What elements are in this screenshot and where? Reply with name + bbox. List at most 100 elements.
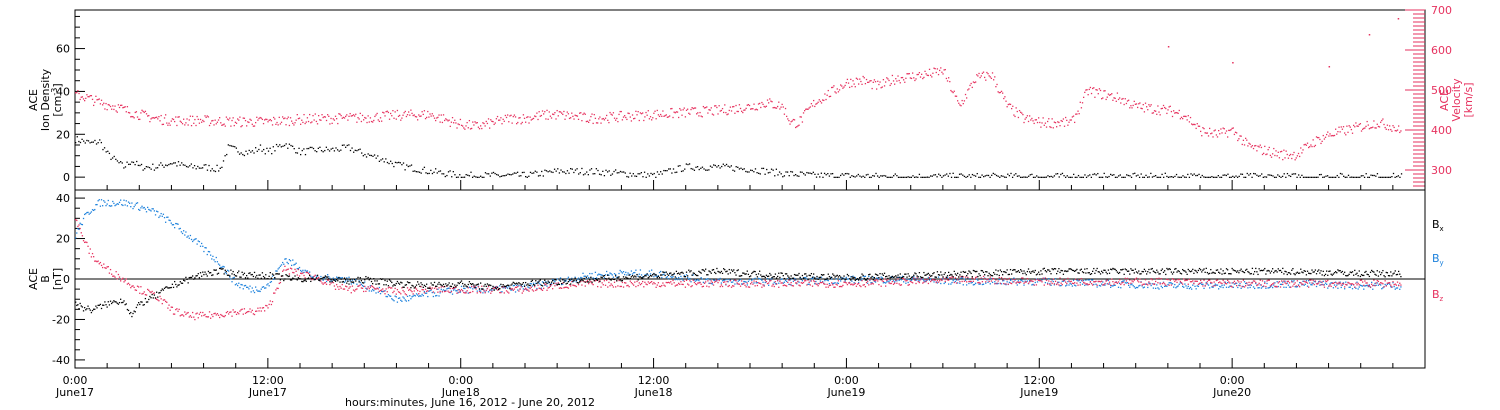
bx-point	[360, 280, 363, 282]
top-y2label-line3: [km/s]	[1462, 82, 1475, 117]
velocity-point	[1174, 112, 1176, 114]
bx-point	[152, 297, 154, 299]
velocity-point	[282, 116, 284, 118]
bx-point	[513, 282, 516, 284]
bz-point	[606, 279, 608, 281]
bx-point	[195, 275, 197, 277]
by-point	[511, 288, 513, 291]
bz-point	[1135, 277, 1138, 279]
velocity-point	[385, 111, 387, 113]
bx-point	[476, 283, 478, 286]
by-point	[268, 285, 270, 287]
bz-point	[1393, 284, 1395, 286]
density-point	[412, 170, 414, 172]
bz-point	[813, 280, 815, 282]
by-point	[363, 285, 365, 288]
velocity-point	[202, 119, 204, 122]
by-point	[957, 282, 959, 284]
bz-point	[769, 280, 771, 282]
bz-point	[480, 291, 482, 294]
velocity-point	[98, 98, 100, 100]
bz-point	[602, 284, 604, 286]
by-point	[606, 270, 608, 273]
by-point	[523, 284, 526, 286]
velocity-point	[504, 114, 507, 117]
bz-point	[404, 293, 406, 295]
velocity-point	[278, 116, 280, 119]
by-point	[525, 288, 527, 290]
bx-point	[89, 309, 91, 311]
density-point	[944, 174, 946, 176]
velocity-point	[138, 118, 140, 121]
bz-point	[798, 284, 800, 286]
by-point	[210, 254, 212, 256]
by-point	[1017, 280, 1020, 282]
by-point	[356, 283, 358, 285]
by-point	[521, 285, 523, 288]
density-point	[327, 148, 329, 151]
bz-point	[906, 279, 908, 282]
density-point	[815, 176, 818, 178]
by-point	[184, 234, 186, 236]
by-point	[82, 217, 85, 220]
velocity-point	[108, 104, 111, 106]
velocity-point	[213, 124, 215, 126]
by-point	[558, 279, 561, 282]
density-point	[560, 169, 562, 171]
velocity-point	[943, 69, 945, 71]
by-point	[969, 278, 971, 281]
by-point	[673, 273, 675, 275]
velocity-point	[1392, 125, 1394, 127]
bx-point	[185, 276, 187, 279]
bz-point	[701, 286, 703, 288]
bx-point	[264, 277, 266, 279]
bz-point	[1214, 284, 1216, 287]
by-point	[710, 282, 712, 285]
velocity-point	[527, 116, 529, 118]
by-point	[1024, 280, 1026, 282]
bz-point	[144, 294, 147, 296]
bottom-ytick-label: -40	[52, 354, 70, 367]
density-point	[520, 175, 522, 177]
bx-point	[436, 285, 438, 287]
by-point	[320, 275, 322, 278]
bx-point	[316, 274, 319, 276]
by-point	[612, 276, 615, 278]
bz-point	[943, 277, 945, 280]
velocity-point	[289, 117, 292, 119]
velocity-point	[954, 95, 957, 97]
bz-point	[350, 292, 352, 294]
bx-point	[180, 282, 183, 284]
density-point	[553, 168, 556, 170]
bz-point	[539, 287, 541, 290]
velocity-point	[1353, 124, 1355, 127]
by-point	[571, 277, 573, 279]
by-point	[927, 276, 930, 279]
bz-point	[590, 280, 592, 283]
by-point	[438, 295, 440, 297]
density-point	[1003, 176, 1006, 178]
bz-point	[192, 311, 194, 314]
velocity-point	[762, 103, 764, 105]
velocity-point	[1020, 111, 1022, 113]
density-point	[518, 175, 520, 177]
density-point	[391, 162, 393, 165]
velocity-point	[701, 116, 703, 118]
density-point	[182, 164, 184, 166]
by-point	[582, 272, 584, 274]
velocity-point	[1251, 145, 1254, 147]
by-point	[197, 240, 199, 242]
velocity-point	[905, 77, 907, 79]
bx-point	[233, 273, 235, 276]
by-point	[332, 277, 334, 279]
velocity-point	[1135, 103, 1138, 105]
velocity-point	[1257, 145, 1259, 147]
bz-point	[1196, 280, 1198, 282]
bx-point	[120, 298, 122, 300]
density-point	[1007, 173, 1009, 175]
bz-point	[739, 285, 742, 287]
by-point	[162, 213, 165, 215]
velocity-point	[548, 111, 550, 113]
velocity-point	[444, 119, 446, 122]
bz-point	[156, 298, 158, 301]
